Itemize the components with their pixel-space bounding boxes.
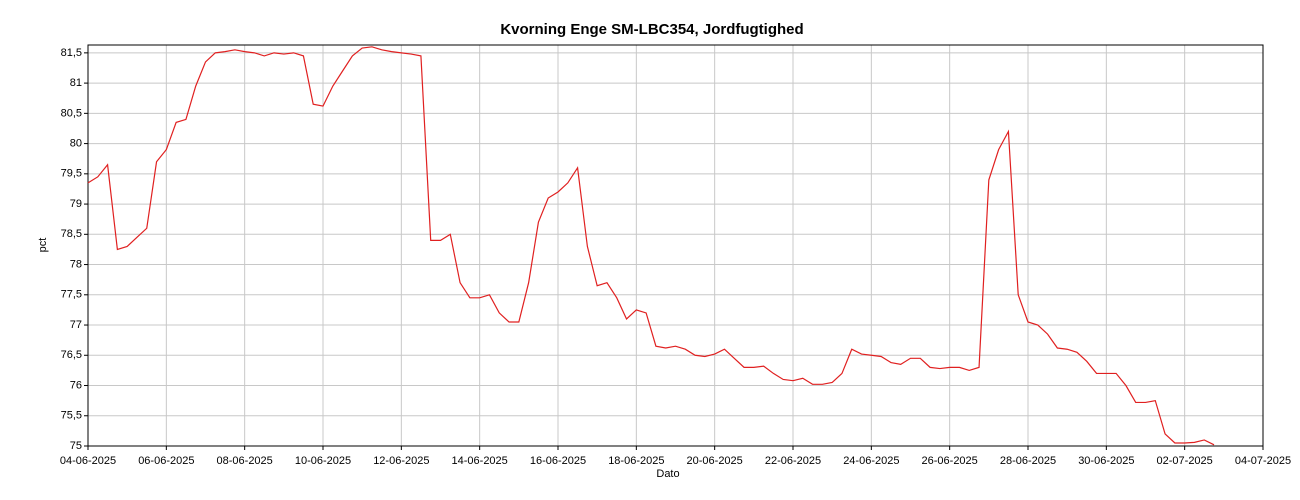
- y-tick-label: 76: [70, 379, 82, 391]
- y-tick-label: 76,5: [61, 349, 82, 361]
- x-tick-label: 24-06-2025: [843, 455, 899, 467]
- x-tick-label: 10-06-2025: [295, 455, 351, 467]
- y-tick-label: 79: [70, 198, 82, 210]
- y-tick-label: 75: [70, 440, 82, 452]
- x-tick-label: 08-06-2025: [217, 455, 273, 467]
- data-line: [87, 46, 1215, 446]
- y-tick-label: 77,5: [61, 289, 82, 301]
- x-tick-label: 04-06-2025: [60, 455, 116, 467]
- y-axis-label: pct: [37, 238, 49, 253]
- x-tick-label: 20-06-2025: [687, 455, 743, 467]
- x-tick-label: 06-06-2025: [138, 455, 194, 467]
- y-tick-label: 81: [70, 77, 82, 89]
- y-tick-label: 78,5: [61, 228, 82, 240]
- x-tick-label: 02-07-2025: [1157, 455, 1213, 467]
- chart-title: Kvorning Enge SM-LBC354, Jordfugtighed: [500, 21, 803, 38]
- x-tick-label: 22-06-2025: [765, 455, 821, 467]
- x-tick-label: 26-06-2025: [922, 455, 978, 467]
- y-tick-label: 77: [70, 319, 82, 331]
- y-tick-label: 80,5: [61, 107, 82, 119]
- x-axis-label: Dato: [656, 468, 679, 480]
- y-tick-label: 81,5: [61, 47, 82, 59]
- x-tick-label: 30-06-2025: [1078, 455, 1134, 467]
- x-tick-label: 04-07-2025: [1235, 455, 1291, 467]
- x-tick-label: 16-06-2025: [530, 455, 586, 467]
- x-tick-label: 12-06-2025: [373, 455, 429, 467]
- plot-frame: [87, 44, 1264, 447]
- y-tick-label: 80: [70, 137, 82, 149]
- x-tick-label: 18-06-2025: [608, 455, 664, 467]
- y-tick-label: 78: [70, 258, 82, 270]
- y-tick-label: 79,5: [61, 168, 82, 180]
- y-tick-label: 75,5: [61, 410, 82, 422]
- x-tick-label: 14-06-2025: [452, 455, 508, 467]
- x-tick-label: 28-06-2025: [1000, 455, 1056, 467]
